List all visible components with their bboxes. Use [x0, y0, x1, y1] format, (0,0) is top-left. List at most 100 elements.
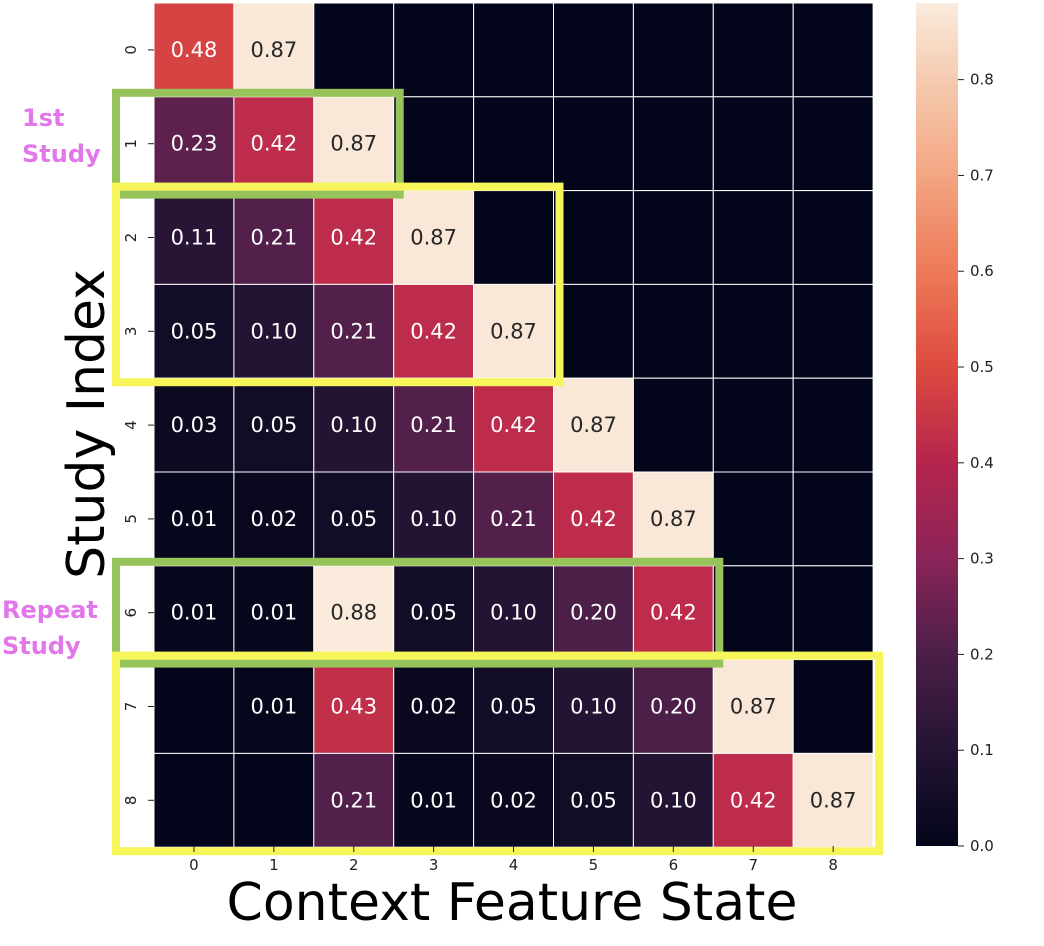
cell-value-label: 0.01 — [171, 601, 218, 625]
cell-value-label: 0.05 — [250, 413, 297, 437]
heatmap-cell — [393, 2, 475, 98]
cell-value-label: 0.87 — [410, 226, 457, 250]
y-tick-label: 4 — [122, 420, 140, 430]
heatmap-cell — [632, 471, 714, 567]
annotation-box — [112, 651, 884, 856]
annotation-label: Study — [2, 632, 81, 660]
heatmap-cell — [233, 471, 315, 567]
cell-value-label: 0.42 — [250, 132, 297, 156]
heatmap-cell — [473, 471, 555, 567]
cell-value-label: 0.87 — [730, 695, 777, 719]
y-tick-label: 0 — [122, 45, 140, 55]
heatmap-cell — [632, 377, 714, 473]
y-tick-label: 8 — [122, 796, 140, 806]
cell-value-label: 0.10 — [410, 507, 457, 531]
heatmap-cell — [153, 190, 235, 285]
colorbar-tick-label: 0.2 — [970, 645, 994, 663]
colorbar-tick-label: 0.3 — [970, 550, 994, 568]
heatmap-cell — [153, 471, 235, 567]
heatmap-cell — [712, 2, 794, 98]
heatmap-cell — [473, 190, 555, 285]
heatmap-cell — [473, 283, 555, 379]
y-tick-label: 2 — [122, 233, 140, 243]
cell-value-label: 0.88 — [330, 601, 377, 625]
heatmap-cell — [712, 471, 794, 567]
heatmap-cell — [313, 471, 395, 567]
colorbar-tick-label: 0.5 — [970, 358, 994, 376]
x-axis-label: Context Feature State — [227, 873, 798, 933]
cell-value-label: 0.10 — [570, 695, 617, 719]
heatmap-cell — [153, 377, 235, 473]
annotation-labels: 1st Study Repeat Study — [2, 104, 101, 660]
colorbar-tick-label: 0.8 — [970, 71, 994, 89]
heatmap-cell — [233, 659, 315, 754]
x-tick-label: 5 — [589, 856, 599, 874]
cell-value-label: 0.02 — [410, 695, 457, 719]
x-tick-labels: 0 1 2 3 4 5 6 7 8 — [189, 846, 838, 874]
annotation-label: 1st — [22, 104, 64, 132]
heatmap-cell — [233, 2, 315, 98]
heatmap-cell — [313, 283, 395, 379]
cell-value-label: 0.10 — [650, 788, 697, 812]
heatmap-cell — [553, 96, 634, 192]
colorbar-tick-label: 0.1 — [970, 741, 994, 759]
heatmap-cell — [313, 2, 395, 98]
heatmap-cell — [313, 752, 395, 848]
cell-value-label: 0.87 — [250, 38, 297, 62]
cell-value-label: 0.42 — [730, 788, 777, 812]
heatmap-cell — [712, 377, 794, 473]
x-tick-label: 2 — [349, 856, 359, 874]
cell-value-label: 0.10 — [250, 319, 297, 343]
x-tick-label: 4 — [509, 856, 519, 874]
colorbar-tick-label: 0.6 — [970, 262, 994, 280]
annotation-box — [112, 182, 564, 387]
heatmap-cell — [393, 752, 475, 848]
colorbar-tick-label: 0.7 — [970, 166, 994, 184]
cell-value-label: 0.01 — [250, 601, 297, 625]
cell-value-label: 0.23 — [171, 132, 218, 156]
colorbar-tick-label: 0.4 — [970, 454, 994, 472]
heatmap-cell — [313, 96, 395, 192]
heatmap-cell — [153, 565, 235, 661]
heatmap-cell — [792, 96, 874, 192]
heatmap-cell — [473, 2, 555, 98]
heatmap-cell — [712, 283, 794, 379]
heatmap-cell — [792, 565, 874, 661]
x-tick-label: 0 — [189, 856, 199, 874]
cell-value-label: 0.01 — [250, 695, 297, 719]
heatmap-cell — [233, 752, 315, 848]
heatmap-cell — [792, 471, 874, 567]
heatmap-cell — [233, 377, 315, 473]
y-axis-label: Study Index — [57, 269, 117, 579]
colorbar-gradient — [916, 3, 958, 846]
cell-value-label: 0.21 — [490, 507, 537, 531]
annotation-label: Study — [22, 140, 101, 168]
cell-value-label: 0.42 — [490, 413, 537, 437]
colorbar-tick-label: 0.0 — [970, 837, 994, 855]
x-tick-label: 1 — [269, 856, 279, 874]
cell-value-label: 0.42 — [410, 319, 457, 343]
cell-value-label: 0.05 — [570, 788, 617, 812]
y-tick-label: 6 — [122, 608, 140, 618]
cell-value-label: 0.87 — [570, 413, 617, 437]
heatmap-cell — [473, 659, 555, 754]
heatmap-cell — [632, 752, 714, 848]
annotation-label: Repeat — [2, 596, 98, 624]
y-tick-label: 7 — [122, 702, 140, 712]
heatmap-cell — [553, 190, 634, 285]
heatmap-cell — [792, 190, 874, 285]
heatmap-cell — [712, 565, 794, 661]
heatmap-cell — [712, 190, 794, 285]
x-tick-label: 6 — [669, 856, 679, 874]
cell-value-label: 0.42 — [330, 226, 377, 250]
cell-value-label: 0.20 — [650, 695, 697, 719]
cell-value-label: 0.05 — [330, 507, 377, 531]
heatmap-cell — [553, 283, 634, 379]
cell-value-label: 0.43 — [330, 695, 377, 719]
heatmap-cell — [393, 377, 475, 473]
cell-value-label: 0.05 — [171, 319, 218, 343]
heatmap-cell — [553, 2, 634, 98]
heatmap-cell — [792, 283, 874, 379]
heatmap-cell — [712, 752, 794, 848]
